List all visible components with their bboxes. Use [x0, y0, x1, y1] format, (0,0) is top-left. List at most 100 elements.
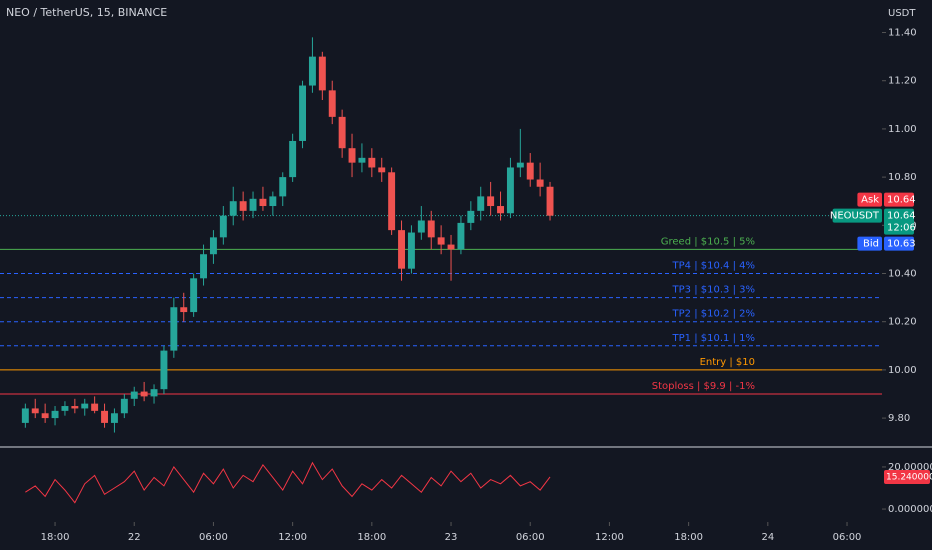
x-tick-label: 12:00 [595, 532, 624, 543]
candle-body [31, 408, 39, 414]
candle-body [358, 157, 366, 163]
candle-body [536, 179, 544, 187]
price-tag-value: 10.64 [887, 195, 916, 206]
price-tag-label: Bid [863, 239, 879, 250]
y-axis-label: USDT [888, 8, 916, 19]
price-tag-label: Ask [861, 195, 879, 206]
candle-body [120, 398, 128, 414]
candle-body [388, 172, 396, 231]
candle-body [437, 237, 445, 245]
candle-body [110, 413, 118, 423]
indicator-value-tag [884, 469, 930, 484]
candle-body [219, 215, 227, 238]
candle-body [170, 307, 178, 351]
indicator-tick-label: 20.000000 [888, 462, 932, 473]
candle-body [279, 177, 287, 197]
candle-body [467, 210, 475, 223]
candle-body [487, 196, 495, 207]
x-tick-label: 12:00 [278, 532, 307, 543]
level-label: Greed | $10.5 | 5% [661, 236, 755, 247]
y-tick-label: 11.40 [888, 28, 917, 39]
candle-body [249, 198, 257, 211]
candle-body [91, 403, 99, 411]
candle-body [259, 198, 267, 207]
candle-body [477, 196, 485, 211]
candle-body [140, 391, 148, 397]
candle-body [190, 278, 198, 313]
x-tick-label: 23 [445, 532, 458, 543]
candle-body [81, 403, 89, 409]
indicator-value-label: 15.240000 [886, 472, 932, 482]
level-label: Stoploss | $9.9 | -1% [652, 381, 755, 392]
candle-body [546, 186, 554, 216]
price-tag-time: 12:06 [887, 223, 916, 234]
x-tick-label: 18:00 [357, 532, 386, 543]
x-tick-label: 06:00 [516, 532, 545, 543]
candle-body [407, 232, 415, 269]
indicator-tick-label: 0.000000 [888, 504, 932, 515]
candle-body [289, 140, 297, 178]
x-tick-label: 24 [761, 532, 774, 543]
price-tag-value: 10.64 [887, 211, 916, 222]
candle-body [299, 85, 307, 141]
price-tag-label-bg [857, 236, 882, 251]
candle-body [368, 157, 376, 168]
candle-body [209, 237, 217, 255]
candle-body [338, 116, 346, 149]
candle-body [457, 222, 465, 250]
price-tag-label-bg [857, 192, 882, 207]
y-tick-label: 11.00 [888, 124, 917, 135]
x-tick-label: 18:00 [674, 532, 703, 543]
candle-body [506, 167, 514, 214]
level-label: Entry | $10 [700, 357, 755, 368]
level-label: TP1 | $10.1 | 1% [672, 333, 755, 344]
candle-body [61, 406, 69, 411]
candle-body [130, 391, 138, 399]
price-tag [884, 192, 914, 207]
x-tick-label: 06:00 [833, 532, 862, 543]
chart-title: NEO / TetherUS, 15, BINANCE [6, 6, 167, 19]
y-tick-label: 11.20 [888, 76, 917, 87]
y-tick-label: 10.20 [888, 317, 917, 328]
candle-body [160, 350, 168, 390]
candle-body [229, 201, 237, 216]
candle-body [308, 56, 316, 86]
candle-body [398, 230, 405, 269]
candle-body [200, 254, 208, 279]
candle-body [21, 408, 29, 423]
indicator-line [25, 461, 551, 504]
price-tag-value: 10.63 [887, 239, 916, 250]
candle-body [239, 201, 247, 211]
candle-body [51, 410, 59, 419]
y-tick-label: 10.00 [888, 365, 917, 376]
level-label: TP4 | $10.4 | 4% [672, 261, 755, 272]
y-tick-label: 10.80 [888, 172, 917, 183]
candle-body [41, 413, 49, 419]
candle-body [318, 56, 326, 91]
candle-body [348, 148, 356, 163]
candle-body [417, 220, 425, 233]
price-tag-label: NEOUSDT [830, 211, 880, 222]
price-tag [884, 236, 914, 251]
candle-body [378, 167, 386, 173]
candle-body [71, 406, 79, 409]
candle-body [180, 307, 188, 313]
price-tag-label-bg [832, 208, 882, 223]
candle-body [150, 389, 158, 397]
y-tick-label: 10.40 [888, 269, 917, 280]
price-tag [884, 208, 914, 235]
candle-body [526, 162, 534, 180]
candle-body [447, 244, 455, 250]
candle-body [328, 90, 336, 117]
candle-body [516, 162, 524, 168]
x-tick-label: 06:00 [199, 532, 228, 543]
candle-body [269, 196, 277, 207]
x-tick-label: 18:00 [41, 532, 70, 543]
candle-body [427, 220, 435, 238]
candle-body [497, 206, 504, 214]
candle-body [101, 410, 109, 423]
level-label: TP2 | $10.2 | 2% [672, 309, 755, 320]
y-tick-label: 9.80 [888, 413, 910, 424]
